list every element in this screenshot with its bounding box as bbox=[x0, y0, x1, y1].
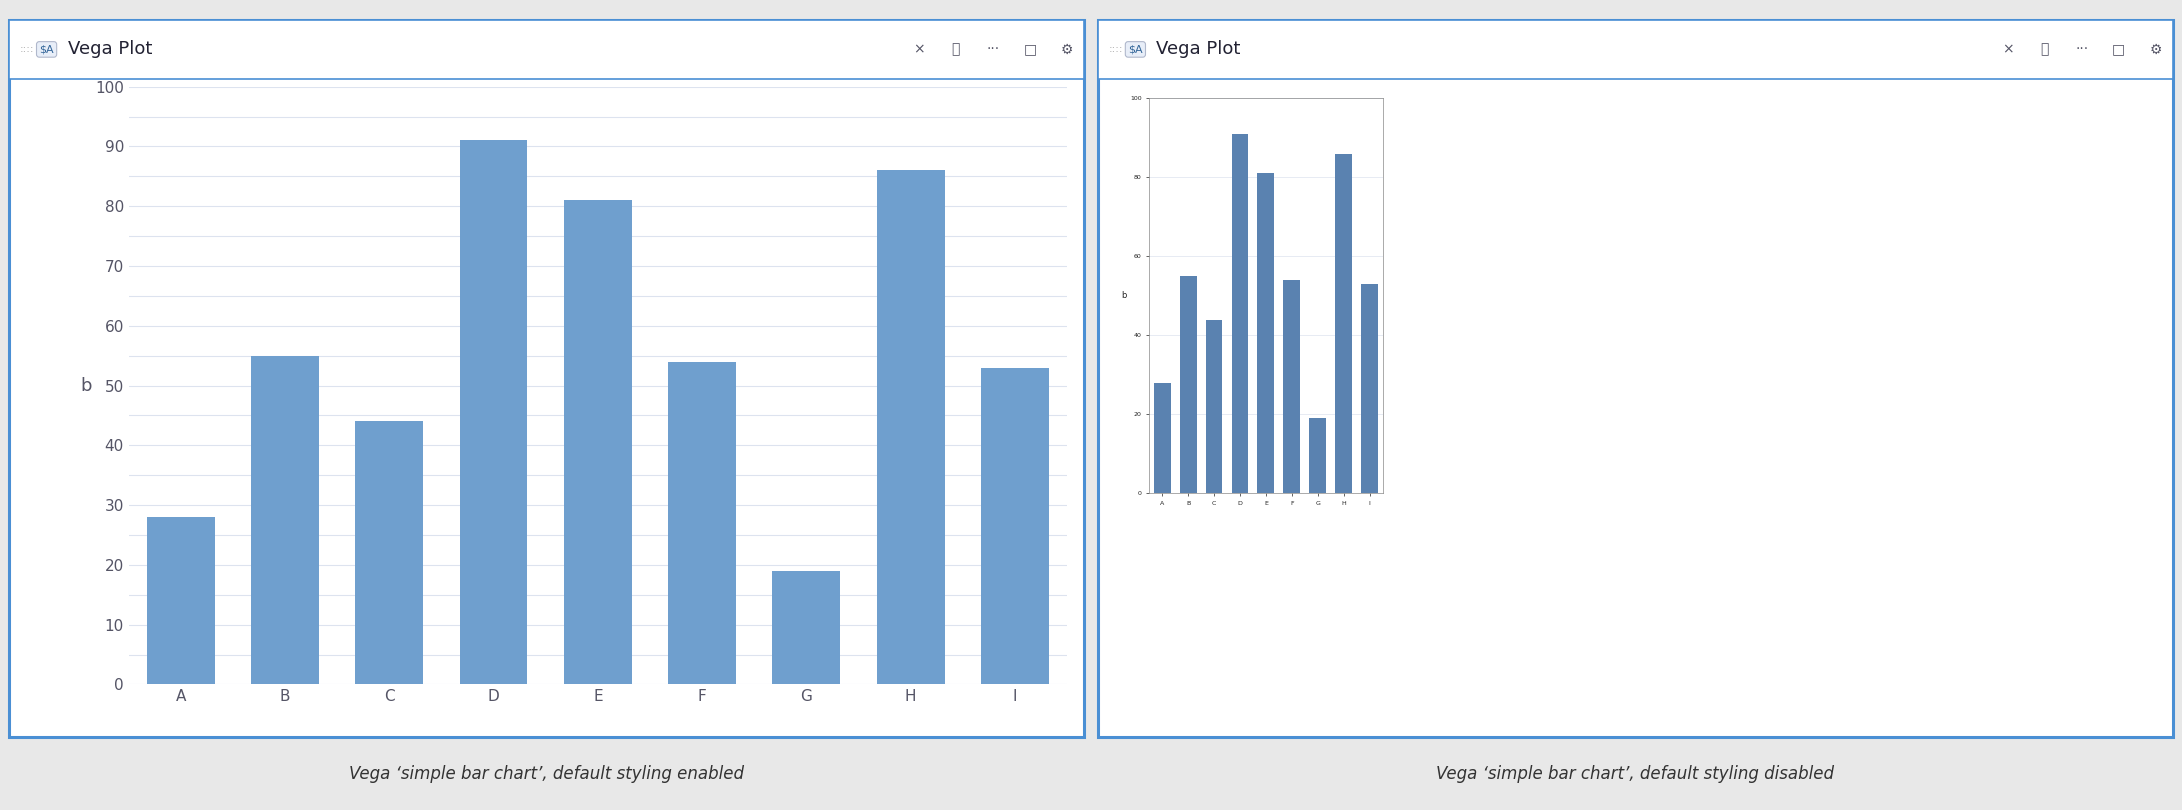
Bar bbox=[668, 361, 735, 684]
Text: Vega Plot: Vega Plot bbox=[1156, 40, 1242, 58]
Text: ×: × bbox=[912, 42, 925, 57]
Bar bbox=[1180, 276, 1196, 493]
Text: $A: $A bbox=[1128, 45, 1143, 54]
Bar bbox=[1335, 154, 1353, 493]
Text: Vega ‘simple bar chart’, default styling enabled: Vega ‘simple bar chart’, default styling… bbox=[349, 765, 744, 782]
Bar bbox=[772, 571, 840, 684]
Text: ::::: :::: bbox=[1108, 45, 1124, 54]
Bar bbox=[877, 170, 945, 684]
Text: ⚙: ⚙ bbox=[2149, 42, 2162, 57]
Bar bbox=[1283, 280, 1300, 493]
Bar bbox=[1207, 320, 1222, 493]
Text: ⤢: ⤢ bbox=[2040, 42, 2049, 57]
Text: Vega ‘simple bar chart’, default styling disabled: Vega ‘simple bar chart’, default styling… bbox=[1436, 765, 1835, 782]
Text: ⚙: ⚙ bbox=[1060, 42, 1074, 57]
Text: □: □ bbox=[2112, 42, 2125, 57]
Text: ⤢: ⤢ bbox=[951, 42, 960, 57]
Text: $A: $A bbox=[39, 45, 55, 54]
Bar bbox=[982, 368, 1050, 684]
Y-axis label: b: b bbox=[1122, 292, 1128, 301]
Text: Vega Plot: Vega Plot bbox=[68, 40, 153, 58]
Bar bbox=[1362, 284, 1379, 493]
Text: ×: × bbox=[2001, 42, 2014, 57]
Bar bbox=[1257, 173, 1274, 493]
Text: □: □ bbox=[1023, 42, 1036, 57]
Bar bbox=[1309, 419, 1327, 493]
Bar bbox=[1154, 383, 1170, 493]
Text: ···: ··· bbox=[986, 42, 999, 57]
Text: ···: ··· bbox=[2075, 42, 2088, 57]
Y-axis label: b: b bbox=[81, 377, 92, 394]
Bar bbox=[460, 140, 528, 684]
Bar bbox=[563, 200, 633, 684]
Bar bbox=[1231, 134, 1248, 493]
Bar bbox=[356, 421, 423, 684]
Bar bbox=[146, 517, 214, 684]
Bar bbox=[251, 356, 319, 684]
Text: ::::: :::: bbox=[20, 45, 35, 54]
